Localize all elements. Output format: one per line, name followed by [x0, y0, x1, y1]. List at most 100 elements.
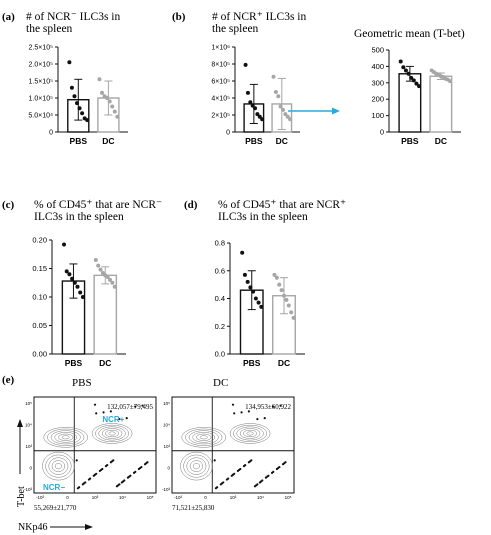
flow-y-axis-label: T-bet	[16, 419, 27, 507]
y-tick-label: 2.5×10⁵	[28, 45, 53, 52]
y-tick-label: 0.05	[32, 321, 47, 330]
y-axis-title: T-bet	[16, 486, 27, 507]
ncr-negative-label: NCR−	[43, 483, 65, 492]
ncr-positive-label: NCR+	[102, 415, 124, 424]
y-tick-label: 0.8	[215, 239, 225, 248]
data-point	[272, 272, 277, 277]
data-point	[75, 284, 80, 289]
data-point	[80, 295, 85, 299]
y-tick-label: 0.00	[32, 350, 47, 359]
data-point	[288, 117, 293, 122]
x-tick-label: 10⁵	[147, 495, 154, 500]
data-point	[256, 300, 261, 305]
x-tick-label: 10⁴	[119, 495, 126, 500]
events	[213, 403, 287, 490]
data-point	[253, 106, 258, 111]
data-point	[448, 79, 453, 84]
data-point	[70, 276, 75, 281]
data-point	[112, 109, 117, 114]
y-tick-label: 8×10⁵	[211, 62, 230, 69]
y-tick-label: 400	[371, 62, 384, 71]
y-tick-label: 10⁴	[25, 423, 32, 428]
y-tick-label: 100	[371, 111, 384, 120]
series-DC	[272, 272, 296, 355]
data-point	[97, 77, 102, 82]
data-point	[77, 106, 82, 111]
x-tick-label: DC	[276, 136, 288, 146]
data-point	[282, 293, 286, 298]
chart-title-line: % of CD45⁺ that are NCR⁺	[218, 199, 346, 211]
data-point	[248, 285, 253, 290]
y-tick-label: 1.5×10⁵	[28, 79, 53, 86]
data-point	[406, 71, 411, 76]
data-point	[75, 101, 80, 106]
y-tick-label: 300	[371, 78, 384, 87]
data-point	[259, 304, 264, 309]
upper-right-count: 132,057±79,495	[107, 403, 153, 411]
data-point	[284, 297, 289, 302]
chart-title-line: the spleen	[212, 23, 259, 35]
y-tick-label: -10³	[162, 487, 171, 492]
data-point	[85, 118, 90, 123]
data-point	[96, 263, 101, 268]
data-point	[248, 100, 253, 105]
y-tick-label: 10³	[163, 444, 170, 449]
y-tick-label: 0	[226, 130, 230, 137]
data-point	[278, 104, 283, 109]
plot-frame	[171, 396, 295, 494]
bar	[429, 75, 453, 133]
arrow-head	[332, 107, 340, 115]
data-point	[411, 78, 416, 83]
chart-d: (d) % of CD45⁺ that are NCR⁺ILC3s in the …	[184, 199, 346, 368]
flow-plot-PBS: PBS 10⁵ 10⁴ 10³ 0 -10³-10³ 0 10³ 10⁴ 10⁵ 132,057±7…	[24, 377, 157, 512]
y-tick-label: 10⁵	[163, 401, 170, 406]
y-tick-label: 0	[380, 128, 384, 137]
x-tick-label: PBS	[401, 136, 419, 146]
flow-x-axis-label: NKp46	[18, 522, 93, 533]
data-point	[414, 81, 419, 86]
y-tick-label: -10³	[24, 487, 33, 492]
y-tick-label: 0.6	[215, 266, 225, 275]
data-point	[69, 85, 74, 90]
y-tick-label: 6×10⁵	[211, 79, 230, 86]
data-point	[100, 90, 105, 95]
chart-title-line: Geometric mean (T-bet)	[354, 28, 465, 40]
y-tick-label: 0.0	[215, 350, 225, 359]
data-point	[289, 310, 294, 315]
events	[75, 403, 149, 490]
chart-title-line: ILC3s in the spleen	[34, 211, 124, 223]
chart-title-line: # of NCR⁻ ILC3s in	[26, 11, 120, 23]
chart-title-line: the spleen	[26, 23, 73, 35]
data-point	[72, 94, 77, 99]
lower-left-count: 55,269±21,770	[34, 504, 77, 512]
chart-title-line: % of CD45⁺ that are NCR⁻	[34, 199, 162, 211]
x-tick-label: DC	[435, 136, 447, 146]
data-point	[276, 94, 281, 99]
y-tick-label: 0.2	[215, 322, 225, 331]
x-tick-label: -10³	[174, 495, 183, 500]
series-PBS	[61, 242, 86, 355]
x-tick-label: 10⁵	[285, 495, 292, 500]
data-point	[274, 275, 279, 280]
data-point	[110, 104, 115, 109]
data-point	[62, 242, 67, 247]
data-point	[110, 280, 115, 285]
panel-label: (e)	[2, 374, 15, 386]
data-point	[245, 279, 250, 284]
data-point	[398, 59, 403, 64]
data-point	[67, 60, 72, 65]
x-tick-label: PBS	[243, 358, 261, 368]
x-tick-label: DC	[102, 136, 114, 146]
data-point	[64, 269, 69, 274]
y-tick-label: 10³	[25, 444, 32, 449]
y-tick-label: 10⁴	[163, 423, 170, 428]
data-point	[286, 303, 291, 308]
y-tick-label: 2.0×10⁵	[28, 62, 53, 69]
x-tick-label: 10³	[230, 495, 237, 500]
y-tick-label: 10⁵	[25, 401, 32, 406]
upper-right-count: 134,953±60,922	[245, 403, 291, 411]
plot-title: PBS	[72, 377, 92, 389]
